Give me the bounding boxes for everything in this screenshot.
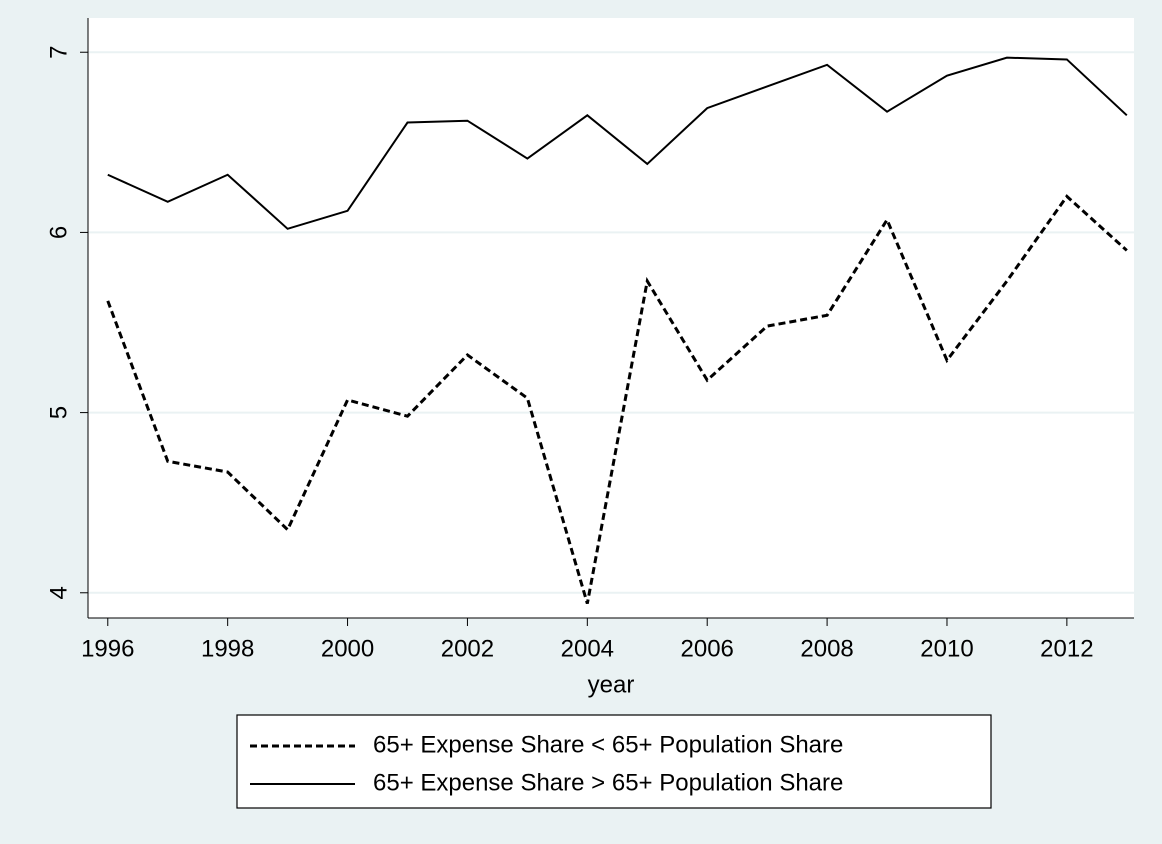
y-tick-label: 5	[45, 406, 72, 419]
plot-area	[88, 18, 1134, 618]
x-tick-label: 2010	[920, 635, 973, 662]
series-line	[106, 194, 1128, 605]
x-tick-label: 2012	[1040, 635, 1093, 662]
x-tick-label: 2006	[681, 635, 734, 662]
y-tick-label: 6	[45, 226, 72, 239]
x-axis-label: year	[588, 671, 635, 698]
legend-label: 65+ Expense Share > 65+ Population Share	[373, 769, 843, 796]
y-tick-label: 7	[45, 46, 72, 59]
series-line	[107, 56, 1128, 230]
legend	[236, 714, 992, 809]
legend-label: 65+ Expense Share < 65+ Population Share	[373, 731, 843, 758]
x-tick-label: 2004	[561, 635, 614, 662]
x-tick-label: 2008	[800, 635, 853, 662]
x-tick-label: 1996	[81, 635, 134, 662]
x-tick-label: 2002	[441, 635, 494, 662]
y-tick-label: 4	[45, 586, 72, 599]
x-tick-label: 1998	[201, 635, 254, 662]
x-tick-label: 2000	[321, 635, 374, 662]
